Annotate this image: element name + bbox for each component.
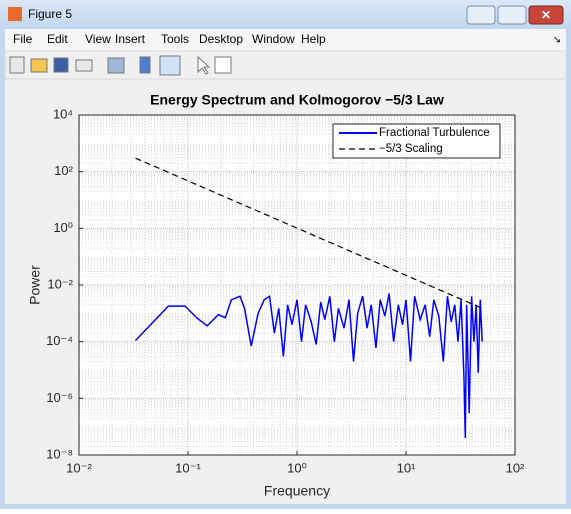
y-tick-label: 10⁰	[53, 220, 73, 235]
toolbar	[4, 50, 567, 80]
open-icon[interactable]	[30, 58, 48, 73]
legend-label: Fractional Turbulence	[379, 127, 490, 139]
menu-item[interactable]: Edit	[47, 32, 68, 46]
menu-item[interactable]: Tools	[161, 32, 189, 46]
y-tick-label: 10⁴	[53, 106, 73, 121]
x-axis-label: Frequency	[264, 483, 330, 499]
colorbar-icon[interactable]	[139, 56, 151, 74]
series-line	[134, 293, 483, 438]
y-tick-label: 10⁻⁶	[46, 390, 73, 405]
close-button[interactable]	[528, 5, 564, 25]
menu-bar	[5, 29, 566, 51]
menu-item[interactable]: Window	[252, 32, 295, 46]
app-icon	[8, 7, 22, 21]
x-tick-label: 10⁻¹	[175, 460, 201, 475]
save-icon[interactable]	[53, 57, 69, 73]
legend-box	[332, 123, 501, 159]
legend-icon[interactable]	[159, 55, 181, 76]
x-tick-label: 10¹	[397, 460, 416, 475]
y-tick-label: 10⁻⁴	[46, 333, 73, 348]
menu-item[interactable]: Help	[301, 32, 326, 46]
menu-item[interactable]: Desktop	[199, 32, 243, 46]
property-icon[interactable]	[214, 56, 232, 74]
close-icon: ✕	[541, 8, 551, 22]
new-icon[interactable]	[9, 56, 25, 74]
toolbar-icons	[9, 55, 232, 76]
y-tick-label: 10²	[54, 163, 73, 178]
chart-title: Energy Spectrum and Kolmogorov −5/3 Law	[150, 92, 444, 108]
y-axis-label: Power	[27, 265, 43, 305]
menu-item[interactable]: Insert	[115, 32, 146, 46]
menu-arrow: ↘	[553, 35, 561, 46]
window-title: Figure 5	[28, 7, 72, 21]
axes-box	[78, 114, 516, 456]
series-line	[135, 157, 483, 309]
menu-item[interactable]: File	[13, 32, 33, 46]
x-tick-label: 10⁰	[287, 460, 307, 475]
print-icon[interactable]	[75, 59, 93, 72]
minimize-button[interactable]	[466, 5, 496, 25]
maximize-button[interactable]	[497, 5, 527, 25]
y-tick-label: 10⁻⁸	[46, 446, 73, 461]
link-icon[interactable]	[107, 57, 125, 74]
x-tick-label: 10⁻²	[66, 460, 92, 475]
x-tick-label: 10²	[506, 460, 525, 475]
menu-item[interactable]: View	[85, 32, 111, 46]
legend-label: −5/3 Scaling	[379, 143, 443, 155]
pointer-icon[interactable]	[197, 55, 211, 75]
y-tick-label: 10⁻²	[47, 276, 73, 291]
